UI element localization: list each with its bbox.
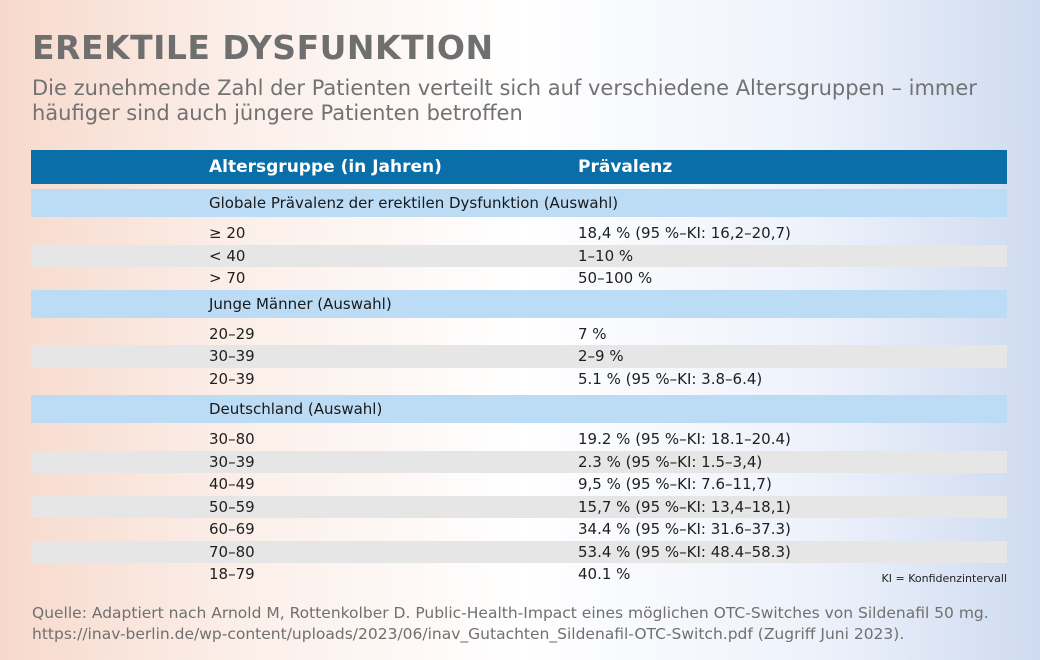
age-cell: 60–69 (209, 520, 255, 538)
source-line-2: https://inav-berlin.de/wp-content/upload… (32, 625, 905, 643)
section-header-young-men: Junge Männer (Auswahl) (31, 289, 1007, 318)
table-row: 20–29 7 % (31, 323, 1007, 346)
age-cell: 30–80 (209, 430, 255, 448)
table-row: ≥ 20 18,4 % (95 %–KI: 16,2–20,7) (31, 222, 1007, 245)
prevalence-cell: 53.4 % (95 %–KI: 48.4–58.3) (578, 542, 791, 561)
prevalence-cell: 9,5 % (95 %–KI: 7.6–11,7) (578, 475, 772, 493)
table-row: 70–80 53.4 % (95 %–KI: 48.4–58.3) (31, 540, 1007, 563)
age-cell: 18–79 (209, 565, 255, 583)
table-row: 60–69 34.4 % (95 %–KI: 31.6–37.3) (31, 518, 1007, 541)
table-row: 30–80 19.2 % (95 %–KI: 18.1–20.4) (31, 428, 1007, 451)
section-title: Junge Männer (Auswahl) (209, 294, 392, 313)
source-line-1: Quelle: Adaptiert nach Arnold M, Rottenk… (32, 604, 989, 622)
table-header: Altersgruppe (in Jahren) Prävalenz (31, 150, 1007, 184)
prevalence-cell: 15,7 % (95 %–KI: 13,4–18,1) (578, 497, 791, 516)
table-row: 20–39 5.1 % (95 %–KI: 3.8–6.4) (31, 368, 1007, 391)
age-cell: < 40 (209, 246, 246, 265)
age-cell: 30–39 (209, 452, 255, 471)
table-row: 30–39 2.3 % (95 %–KI: 1.5–3,4) (31, 450, 1007, 473)
prevalence-cell: 7 % (578, 324, 607, 343)
age-cell: 30–39 (209, 347, 255, 365)
section-header-global: Globale Prävalenz der erektilen Dysfunkt… (31, 189, 1007, 217)
age-cell: 20–39 (209, 369, 255, 388)
prevalence-table: Altersgruppe (in Jahren) Prävalenz Globa… (31, 150, 1007, 586)
prevalence-cell: 40.1 % (578, 565, 631, 583)
section-header-germany: Deutschland (Auswahl) (31, 395, 1007, 423)
table-row: < 40 1–10 % (31, 244, 1007, 267)
table-row: 50–59 15,7 % (95 %–KI: 13,4–18,1) (31, 495, 1007, 518)
prevalence-cell: 19.2 % (95 %–KI: 18.1–20.4) (578, 430, 791, 448)
table-row: 18–79 40.1 % (31, 563, 1007, 586)
prevalence-cell: 2.3 % (95 %–KI: 1.5–3,4) (578, 452, 763, 471)
footnote-ki: KI = Konfidenzintervall (881, 572, 1007, 585)
table-row: > 70 50–100 % (31, 267, 1007, 290)
prevalence-cell: 5.1 % (95 %–KI: 3.8–6.4) (578, 369, 763, 388)
age-cell: 40–49 (209, 475, 255, 493)
header-prevalence: Prävalenz (578, 157, 673, 177)
page-title: EREKTILE DYSFUNKTION (32, 28, 494, 67)
prevalence-cell: 2–9 % (578, 347, 624, 365)
prevalence-cell: 1–10 % (578, 246, 634, 265)
section-title: Deutschland (Auswahl) (209, 400, 383, 418)
prevalence-cell: 50–100 % (578, 269, 653, 287)
age-cell: ≥ 20 (209, 224, 246, 242)
age-cell: > 70 (209, 269, 246, 287)
prevalence-cell: 18,4 % (95 %–KI: 16,2–20,7) (578, 224, 791, 242)
age-cell: 70–80 (209, 542, 255, 561)
section-title: Globale Prävalenz der erektilen Dysfunkt… (209, 194, 619, 212)
source-citation: Quelle: Adaptiert nach Arnold M, Rottenk… (32, 603, 1022, 645)
age-cell: 50–59 (209, 497, 255, 516)
prevalence-cell: 34.4 % (95 %–KI: 31.6–37.3) (578, 520, 791, 538)
age-cell: 20–29 (209, 324, 255, 343)
table-row: 30–39 2–9 % (31, 345, 1007, 368)
header-age-group: Altersgruppe (in Jahren) (209, 157, 442, 177)
page-subtitle: Die zunehmende Zahl der Patienten vertei… (32, 76, 977, 125)
table-row: 40–49 9,5 % (95 %–KI: 7.6–11,7) (31, 473, 1007, 496)
